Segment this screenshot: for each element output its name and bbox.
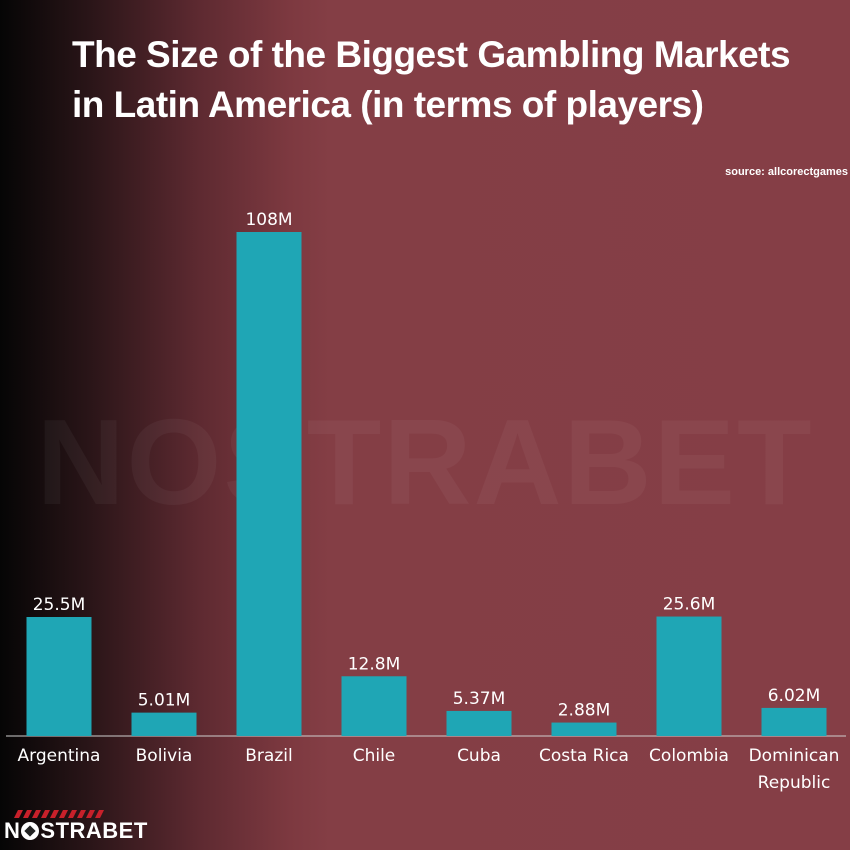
category-label: Brazil <box>245 746 292 766</box>
chart-title: The Size of the Biggest Gambling Markets… <box>72 34 791 125</box>
data-label: 2.88M <box>558 701 611 721</box>
bar <box>656 616 722 736</box>
data-label: 5.01M <box>138 691 191 711</box>
soccer-ball-icon <box>21 822 40 840</box>
bar <box>236 232 302 736</box>
data-label: 25.5M <box>33 595 86 615</box>
data-label: 6.02M <box>768 686 821 706</box>
category-label: Colombia <box>649 746 729 766</box>
source-label: source: allcorectgames <box>725 166 848 178</box>
bar <box>551 722 617 736</box>
data-label: 5.37M <box>453 689 506 709</box>
category-label: Cuba <box>457 746 501 766</box>
logo-stripes-icon <box>14 810 104 818</box>
logo-text-end: STRABET <box>40 818 148 843</box>
data-label: 108M <box>245 210 292 230</box>
logo-text-start: N <box>4 818 21 843</box>
watermark-text: NOSTRABET <box>30 392 820 532</box>
category-label: Argentina <box>18 746 101 766</box>
bar <box>131 712 197 736</box>
bar <box>341 676 407 736</box>
bar <box>446 710 512 736</box>
data-label: 12.8M <box>348 654 401 674</box>
category-label: Dominican Republic <box>749 746 840 793</box>
bar <box>26 617 92 736</box>
category-label: Costa Rica <box>539 746 629 766</box>
category-label: Bolivia <box>136 746 193 766</box>
bar <box>761 707 827 736</box>
category-label: Chile <box>353 746 396 766</box>
data-label: 25.6M <box>663 595 716 615</box>
nostrabet-logo: N STRABET <box>4 810 148 848</box>
